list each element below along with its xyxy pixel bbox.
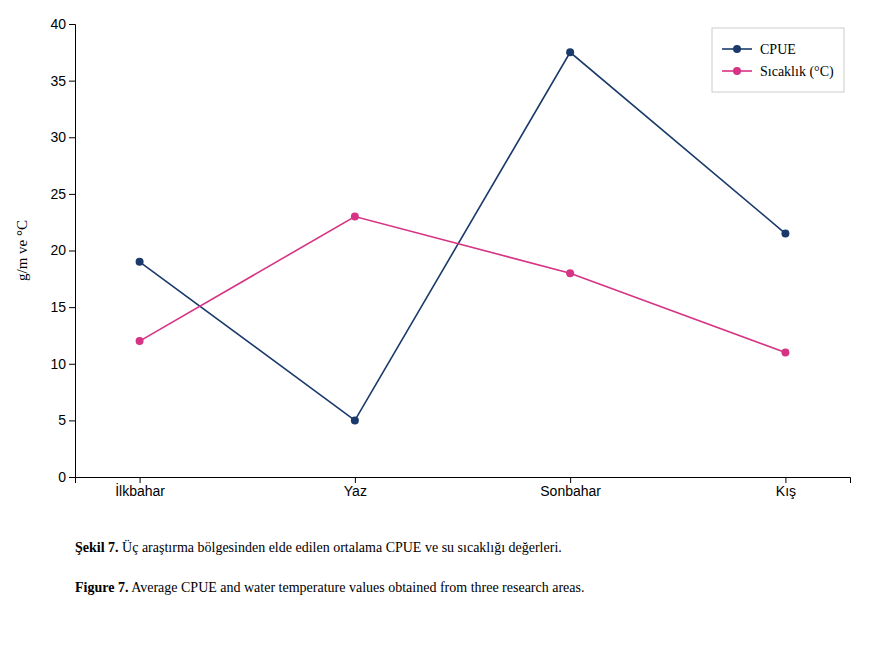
legend-frame — [712, 28, 844, 92]
series-point — [781, 348, 789, 356]
legend-item: CPUE — [722, 42, 796, 57]
x-tick-label: Sonbahar — [540, 483, 601, 499]
y-tick: 5 — [58, 412, 75, 428]
y-tick: 10 — [50, 356, 75, 372]
y-tick: 35 — [50, 73, 75, 89]
y-tick-mark — [69, 24, 75, 25]
series-point — [781, 230, 789, 238]
y-tick-label: 30 — [50, 129, 66, 145]
y-tick-mark — [69, 307, 75, 308]
legend-label: Sıcaklık (°C) — [760, 64, 834, 80]
series-point — [136, 258, 144, 266]
y-tick-mark — [69, 477, 75, 478]
series-point — [566, 269, 574, 277]
y-tick: 30 — [50, 129, 75, 145]
captions: Şekil 7. Üç araştırma bölgesinden elde e… — [75, 539, 585, 595]
x-tick: İlkbahar — [115, 477, 165, 499]
series-point — [351, 416, 359, 424]
y-tick-label: 25 — [50, 186, 66, 202]
series-line — [140, 52, 786, 420]
caption-label: Şekil 7. — [75, 540, 119, 555]
y-tick-label: 20 — [50, 242, 66, 258]
series-line — [140, 217, 786, 353]
marks — [136, 48, 790, 424]
y-tick-label: 5 — [58, 412, 66, 428]
y-tick: 0 — [58, 469, 75, 485]
y-tick-mark — [69, 251, 75, 252]
x-tick-label: İlkbahar — [115, 482, 165, 499]
plot: 0 5 10 15 20 25 30 35 40 İlkbahar Yaz Sonbahar Kış g/… — [14, 16, 851, 499]
y-tick-label: 15 — [50, 299, 66, 315]
y-tick-mark — [69, 364, 75, 365]
y-tick-label: 35 — [50, 73, 66, 89]
legend-marker — [733, 45, 741, 53]
x-tick: Yaz — [344, 477, 367, 499]
x-axis-line — [76, 478, 851, 484]
x-axis: İlkbahar Yaz Sonbahar Kış — [76, 477, 851, 499]
legend-marker — [733, 67, 741, 75]
x-tick-label: Yaz — [344, 483, 367, 499]
y-tick-label: 10 — [50, 356, 66, 372]
y-tick-label: 40 — [50, 16, 66, 32]
caption: Figure 7. Average CPUE and water tempera… — [75, 580, 585, 595]
legend-item: Sıcaklık (°C) — [722, 64, 834, 80]
y-tick-mark — [69, 420, 75, 421]
caption: Şekil 7. Üç araştırma bölgesinden elde e… — [75, 539, 562, 555]
caption-text: Average CPUE and water temperature value… — [128, 580, 584, 595]
legend: CPUE Sıcaklık (°C) — [712, 28, 844, 92]
caption-label: Figure 7. — [75, 580, 128, 595]
y-axis-line — [69, 25, 76, 478]
x-tick: Sonbahar — [540, 477, 601, 499]
y-tick: 25 — [50, 186, 75, 202]
series-point — [566, 48, 574, 56]
y-tick-label: 0 — [58, 469, 66, 485]
x-tick: Kış — [776, 477, 796, 499]
x-tick-label: Kış — [776, 483, 796, 499]
y-tick: 40 — [50, 16, 75, 32]
y-tick-mark — [69, 137, 75, 138]
legend-label: CPUE — [760, 42, 796, 57]
y-axis-title: g/m ve °C — [14, 220, 30, 281]
chart: 0 5 10 15 20 25 30 35 40 İlkbahar Yaz Sonbahar Kış g/… — [0, 0, 880, 667]
y-tick-mark — [69, 81, 75, 82]
y-tick-mark — [69, 194, 75, 195]
series-point — [136, 337, 144, 345]
y-tick: 15 — [50, 299, 75, 315]
y-axis: 0 5 10 15 20 25 30 35 40 — [50, 16, 75, 485]
y-tick: 20 — [50, 242, 75, 258]
caption-text: Üç araştırma bölgesinden elde edilen ort… — [119, 539, 562, 555]
series-point — [351, 213, 359, 221]
